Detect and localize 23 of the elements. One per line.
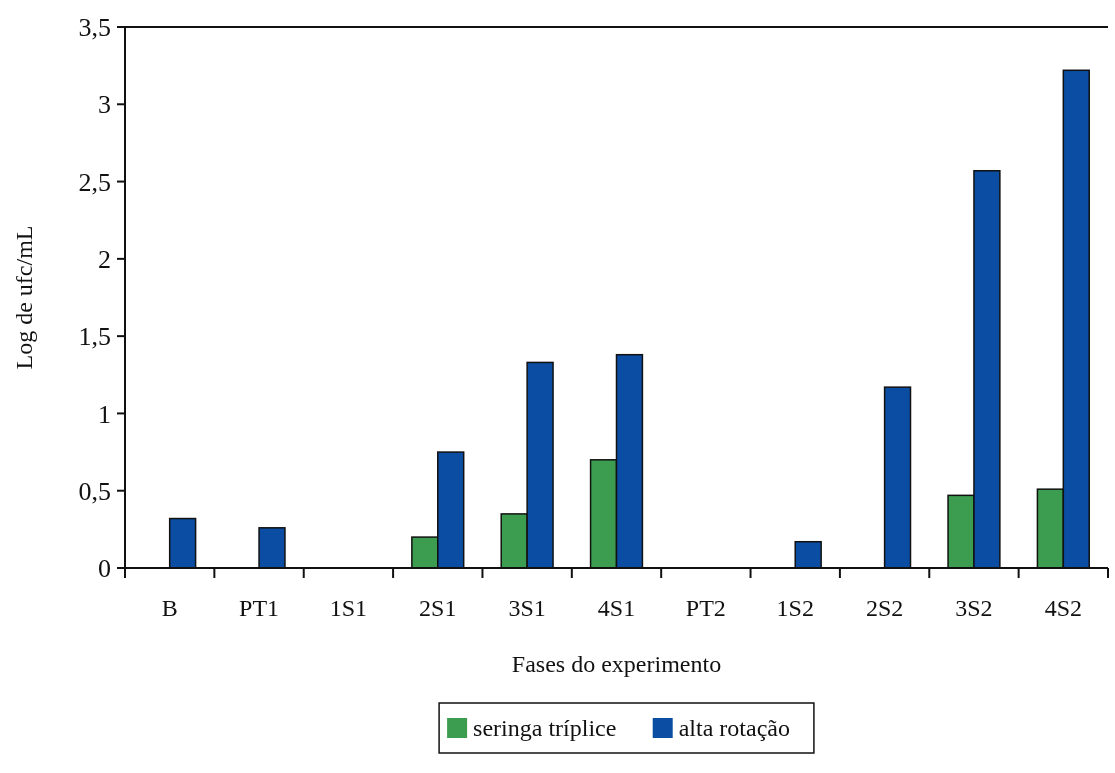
x-tick-label: 3S2: [955, 595, 993, 621]
x-tick-label: B: [161, 595, 178, 621]
y-tick-label: 1,5: [78, 322, 111, 352]
x-axis-title: Fases do experimento: [511, 651, 722, 677]
y-tick-label: 0,5: [78, 476, 111, 506]
x-tick-label: 3S1: [508, 595, 546, 621]
y-tick-label: 0: [98, 554, 111, 584]
y-tick-label: 3,5: [78, 13, 111, 43]
x-tick-label: 1S1: [329, 595, 368, 621]
x-tick-label: PT2: [685, 595, 726, 621]
x-tick-label: 1S2: [776, 595, 814, 621]
y-tick-label: 2: [98, 244, 111, 274]
x-tick-label: 2S2: [865, 595, 904, 621]
y-axis-title: Log de ufc/mL: [11, 225, 37, 370]
x-tick-label: 4S1: [597, 595, 636, 621]
legend-label: alta rotação: [678, 715, 790, 741]
x-tick-label: PT1: [239, 595, 280, 621]
x-tick-label: 2S1: [419, 595, 457, 621]
x-tick-label: 4S2: [1044, 595, 1082, 621]
y-tick-label: 1: [98, 399, 111, 429]
y-tick-label: 2,5: [78, 167, 111, 197]
legend-label: seringa tríplice: [473, 715, 617, 741]
y-tick-label: 3: [98, 90, 111, 120]
